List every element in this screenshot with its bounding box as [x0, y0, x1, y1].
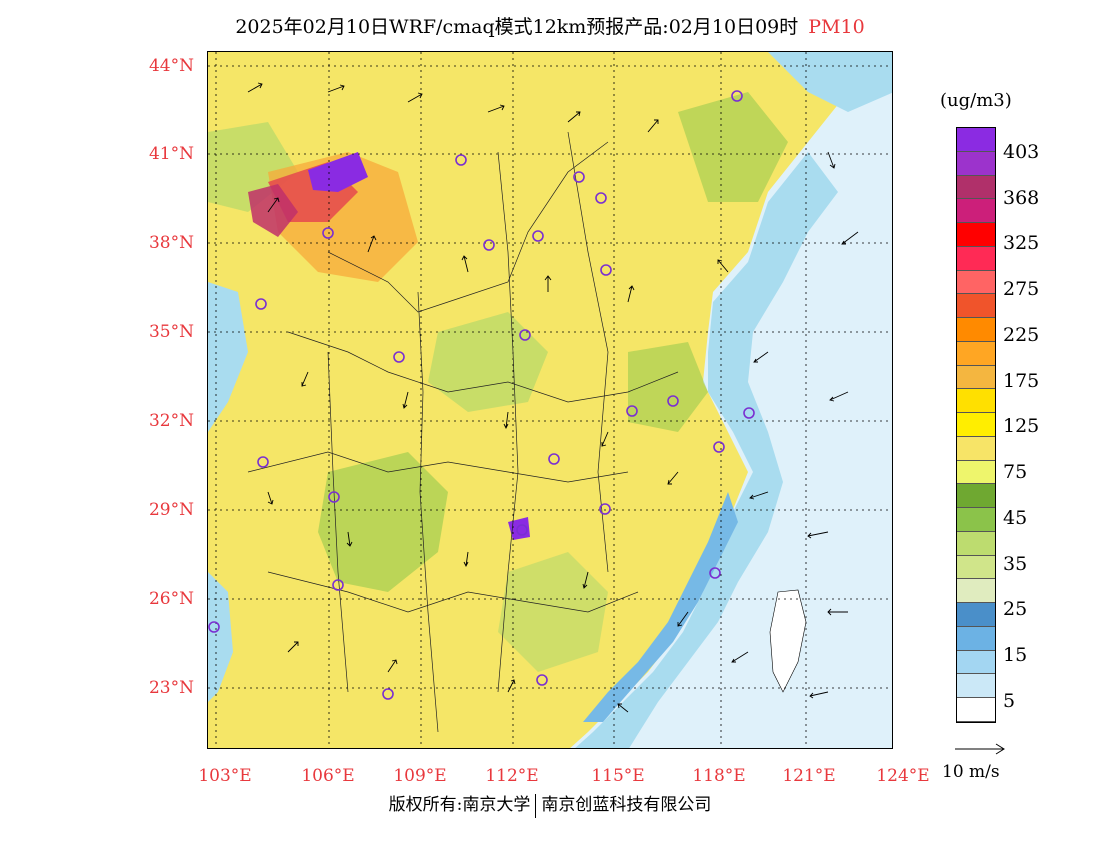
hotspot-magenta: [248, 184, 298, 237]
station-markers: [208, 90, 755, 700]
green-patch-northeast: [678, 92, 788, 202]
wind-reference-arrow: [955, 743, 1005, 755]
legend-level-368: 368: [1003, 187, 1040, 209]
legend-level-5: 5: [1003, 690, 1016, 712]
lat-label-32: 32°N: [148, 411, 194, 431]
color-swatch: [957, 650, 995, 675]
color-swatch: [957, 223, 995, 247]
green-patch-central: [428, 312, 548, 412]
legend-level-125: 125: [1003, 415, 1040, 437]
lon-label-103: 103°E: [198, 766, 252, 786]
west-blue-2: [208, 572, 233, 702]
variable-label: PM10: [808, 16, 865, 38]
color-swatch: [957, 698, 995, 722]
lat-label-23: 23°N: [148, 678, 194, 698]
north-blue: [768, 52, 892, 112]
color-swatch: [957, 318, 995, 342]
title-text: 2025年02月10日WRF/cmaq模式12km预报产品:02月10日09时: [235, 16, 799, 38]
color-swatch: [957, 508, 995, 532]
color-swatch: [957, 270, 995, 295]
legend-level-75: 75: [1003, 461, 1028, 483]
lat-label-26: 26°N: [148, 589, 194, 609]
green-patch-east: [628, 342, 708, 432]
coastal-midblue: [583, 492, 738, 722]
lat-label-38: 38°N: [148, 233, 194, 253]
color-swatch: [957, 555, 995, 580]
lat-label-41: 41°N: [148, 144, 194, 164]
color-bar: [956, 127, 996, 723]
color-swatch: [957, 128, 995, 152]
west-blue: [208, 282, 248, 432]
legend-level-225: 225: [1003, 324, 1040, 346]
lon-label-121: 121°E: [782, 766, 836, 786]
lon-label-118: 118°E: [692, 766, 746, 786]
legend-level-175: 175: [1003, 370, 1040, 392]
legend-level-403: 403: [1003, 141, 1040, 163]
wind-reference-label: 10 m/s: [942, 762, 1000, 782]
color-swatch: [957, 531, 995, 556]
taiwan-island: [769, 589, 807, 693]
legend-level-325: 325: [1003, 232, 1040, 254]
color-swatch: [957, 626, 995, 651]
color-swatch: [957, 151, 995, 176]
color-swatch: [957, 460, 995, 485]
hotspot-purple: [308, 152, 368, 192]
lon-label-106: 106°E: [301, 766, 355, 786]
lon-label-124: 124°E: [876, 766, 930, 786]
lat-label-44: 44°N: [148, 56, 194, 76]
color-swatch: [957, 341, 995, 366]
footer-divider: [535, 793, 537, 818]
legend-level-275: 275: [1003, 278, 1040, 300]
color-swatch: [957, 294, 995, 318]
lat-label-29: 29°N: [148, 500, 194, 520]
color-swatch: [957, 413, 995, 437]
forecast-map: [207, 51, 893, 749]
copyright-footer: 版权所有:南京大学 南京创蓝科技有限公司: [0, 790, 1100, 818]
legend-level-45: 45: [1003, 507, 1028, 529]
green-patch-sichuan: [318, 452, 448, 592]
legend-level-15: 15: [1003, 644, 1028, 666]
color-swatch: [957, 365, 995, 390]
copyright-owner-2: 南京创蓝科技有限公司: [541, 795, 712, 815]
lon-label-115: 115°E: [591, 766, 645, 786]
copyright-owner-1: 版权所有:南京大学: [388, 795, 531, 815]
legend-level-35: 35: [1003, 553, 1028, 575]
lon-label-109: 109°E: [393, 766, 447, 786]
color-swatch: [957, 674, 995, 698]
lon-label-112: 112°E: [485, 766, 539, 786]
graticule: [208, 52, 892, 748]
legend-unit: (ug/m3): [940, 90, 1012, 111]
coastal-blue: [575, 152, 838, 748]
wind-vectors: [247, 82, 859, 713]
color-swatch: [957, 484, 995, 508]
color-swatch: [957, 436, 995, 461]
legend-level-25: 25: [1003, 598, 1028, 620]
color-swatch: [957, 199, 995, 223]
map-canvas: [208, 52, 892, 748]
color-swatch: [957, 175, 995, 200]
color-swatch: [957, 246, 995, 271]
color-swatch: [957, 389, 995, 413]
lat-label-35: 35°N: [148, 322, 194, 342]
color-swatch: [957, 579, 995, 603]
green-patch-south: [498, 552, 608, 672]
color-swatch: [957, 603, 995, 627]
chart-title: 2025年02月10日WRF/cmaq模式12km预报产品:02月10日09时 P…: [0, 12, 1100, 39]
